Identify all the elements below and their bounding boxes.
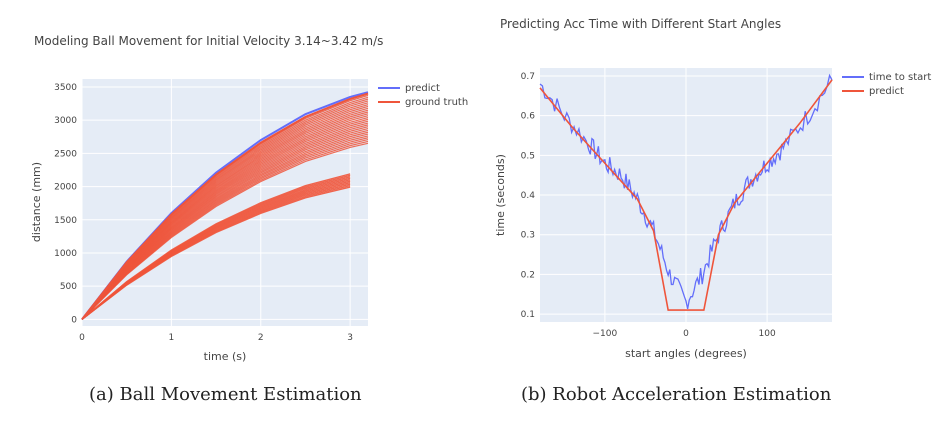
y-tick-label: 0.4	[521, 191, 536, 201]
y-tick-labels: 0.1 0.2 0.3 0.4 0.5 0.6 0.7	[521, 72, 536, 320]
y-tick-label: 0.7	[521, 72, 535, 82]
x-tick-labels: 0 1 2 3	[79, 333, 353, 343]
legend-swatch	[842, 76, 864, 78]
legend-item-predict: predict	[842, 84, 931, 98]
x-axis-title: time (s)	[204, 350, 247, 363]
chart-title: Modeling Ball Movement for Initial Veloc…	[34, 34, 384, 48]
y-tick-label: 0.2	[521, 270, 535, 280]
legend-item-ground-truth: ground truth	[378, 95, 468, 109]
y-tick-label: 2500	[54, 149, 77, 159]
y-tick-label: 1500	[54, 216, 77, 226]
x-axis-title: start angles (degrees)	[625, 347, 747, 360]
legend-label: time to start	[869, 71, 932, 83]
y-tick-label: 2000	[54, 183, 77, 193]
gridlines	[540, 68, 832, 322]
chart-panel-ball-movement: Modeling Ball Movement for Initial Veloc…	[30, 34, 468, 405]
legend: predict ground truth	[378, 81, 468, 109]
ball-movement-plot: 0 1 2 3 0 500 1000 1500 2000 2500 3000 3500 time (…	[30, 79, 369, 363]
legend-label: predict	[405, 82, 440, 94]
legend-swatch	[378, 101, 400, 103]
y-tick-label: 0.1	[521, 310, 535, 320]
x-tick-labels: −100 0 100	[593, 329, 776, 339]
legend-label: predict	[869, 85, 904, 97]
chart-panel-acc-time: Predicting Acc Time with Different Start…	[472, 0, 944, 438]
legend-label: ground truth	[405, 96, 469, 108]
y-tick-label: 0.5	[521, 151, 535, 161]
ground-truth-band	[81, 93, 369, 320]
y-tick-label: 3000	[54, 116, 77, 126]
chart-title: Predicting Acc Time with Different Start…	[500, 17, 782, 31]
y-tick-label: 0.6	[521, 112, 536, 122]
legend-swatch	[842, 90, 864, 92]
x-tick-label: 1	[169, 333, 175, 343]
figure-caption: (a) Ball Movement Estimation	[89, 384, 362, 405]
x-tick-label: 3	[347, 333, 353, 343]
x-tick-label: −100	[593, 329, 618, 339]
ground-truth-line	[81, 92, 369, 320]
y-tick-label: 3500	[54, 83, 77, 93]
legend-item-time-to-start: time to start	[842, 70, 931, 84]
predict-line	[539, 79, 833, 311]
y-axis-title: distance (mm)	[30, 162, 43, 242]
legend-item-predict: predict	[378, 81, 468, 95]
y-tick-labels: 0 500 1000 1500 2000 2500 3000 3500	[54, 83, 77, 325]
legend: time to start predict	[842, 70, 931, 98]
legend-swatch	[378, 87, 400, 89]
x-tick-label: 2	[258, 333, 264, 343]
figure-caption: (b) Robot Acceleration Estimation	[521, 384, 832, 405]
x-tick-label: 100	[759, 329, 776, 339]
y-axis-title: time (seconds)	[494, 154, 507, 236]
x-tick-label: 0	[683, 329, 689, 339]
series-lines	[539, 73, 833, 311]
y-tick-label: 1000	[54, 249, 77, 259]
series-lines	[81, 91, 369, 320]
y-tick-label: 0.3	[521, 231, 535, 241]
acc-time-plot: −100 0 100 0.1 0.2 0.3 0.4 0.5 0.6 0.7 start ang…	[494, 68, 833, 360]
y-tick-label: 0	[71, 315, 77, 325]
x-tick-label: 0	[79, 333, 85, 343]
y-tick-label: 500	[60, 282, 77, 292]
ground-truth-trace-lower	[81, 173, 351, 320]
